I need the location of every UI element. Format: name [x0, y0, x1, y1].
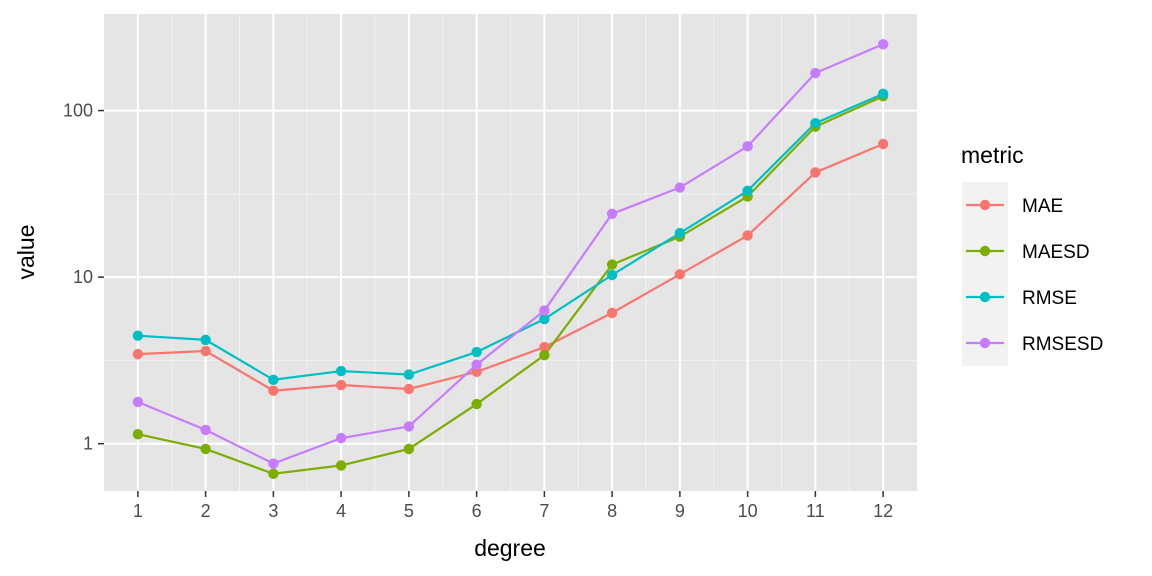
legend-items: MAE MAESD RMSE RMSESD: [962, 182, 1103, 366]
y-axis-title: value: [13, 225, 39, 280]
legend: metric MAE MAESD RMSE RMSESD: [961, 142, 1103, 366]
minor-gridlines: [104, 14, 917, 491]
data-point-rmse: [539, 313, 550, 325]
data-point-rmsesd: [810, 67, 821, 79]
data-point-mae: [132, 348, 144, 360]
legend-key-point: [979, 337, 991, 349]
data-point-maesd: [268, 468, 279, 479]
data-point-mae: [335, 379, 347, 391]
data-point-mae: [742, 230, 753, 241]
series-line-rmse: [137, 92, 884, 381]
major-gridlines: [104, 14, 917, 491]
legend-key-point: [979, 291, 991, 303]
y-tick-label: 10: [73, 267, 93, 287]
data-point-rmsesd: [471, 359, 482, 370]
x-tick-label: 9: [675, 501, 685, 521]
data-point-rmse: [606, 269, 618, 281]
y-tick-label: 1: [83, 434, 93, 454]
data-point-mae: [200, 345, 211, 357]
data-point-rmse: [810, 117, 821, 129]
data-point-maesd: [335, 460, 347, 471]
data-point-rmsesd: [877, 39, 889, 50]
series-line-mae: [137, 142, 884, 392]
data-point-rmse: [877, 88, 889, 100]
y-tick-label: 100: [63, 101, 93, 121]
data-point-rmse: [742, 185, 753, 196]
legend-label: MAE: [1022, 196, 1063, 217]
data-point-rmsesd: [742, 141, 753, 152]
data-point-rmse: [335, 365, 347, 377]
data-point-rmse: [471, 346, 482, 358]
data-point-mae: [674, 269, 686, 280]
data-point-rmsesd: [539, 305, 550, 316]
data-point-rmsesd: [268, 458, 279, 469]
y-axis: 1 10 100: [63, 101, 104, 454]
data-point-rmsesd: [200, 424, 211, 436]
legend-key-point: [979, 199, 991, 211]
series-line-maesd: [137, 95, 884, 475]
data-point-rmsesd: [674, 182, 686, 193]
data-point-mae: [877, 138, 889, 150]
legend-label: RMSESD: [1022, 334, 1103, 355]
data-point-rmsesd: [335, 432, 347, 444]
data-point-maesd: [471, 398, 482, 410]
data-point-maesd: [132, 429, 144, 440]
x-tick-label: 5: [404, 501, 414, 521]
series-points: [132, 39, 889, 479]
legend-label: MAESD: [1022, 242, 1090, 263]
data-point-maesd: [403, 443, 415, 455]
x-tick-label: 6: [472, 501, 482, 521]
x-tick-label: 11: [806, 501, 825, 521]
data-point-mae: [539, 341, 550, 353]
x-tick-label: 2: [201, 501, 211, 521]
legend-label: RMSE: [1022, 288, 1077, 309]
legend-key-point: [979, 245, 991, 257]
x-tick-label: 7: [539, 501, 549, 521]
x-axis: 1 2 3 4 5 6 7 8 9 10 11 12: [133, 491, 893, 521]
series-lines: [137, 43, 884, 475]
data-point-maesd: [200, 443, 211, 455]
data-point-rmse: [200, 334, 211, 346]
x-tick-label: 12: [873, 501, 893, 521]
data-point-rmsesd: [606, 208, 618, 220]
x-axis-title: degree: [474, 535, 546, 561]
data-point-rmse: [268, 374, 279, 385]
data-point-mae: [606, 307, 618, 319]
series-line-rmsesd: [137, 43, 884, 465]
data-point-rmsesd: [132, 396, 144, 408]
data-point-maesd: [539, 349, 550, 361]
data-point-mae: [268, 385, 279, 396]
x-tick-label: 8: [607, 501, 617, 521]
x-tick-label: 10: [738, 501, 758, 521]
data-point-mae: [471, 366, 482, 378]
data-point-maesd: [606, 259, 618, 270]
legend-key-background: [962, 182, 1008, 366]
legend-title: metric: [961, 142, 1024, 168]
data-point-rmse: [403, 369, 415, 380]
data-point-rmse: [674, 227, 686, 239]
data-point-rmse: [132, 330, 144, 341]
x-tick-label: 1: [133, 501, 143, 521]
data-point-mae: [810, 167, 821, 178]
data-point-mae: [403, 383, 415, 395]
x-tick-label: 3: [268, 501, 278, 521]
data-point-rmsesd: [403, 421, 415, 432]
x-tick-label: 4: [336, 501, 346, 521]
